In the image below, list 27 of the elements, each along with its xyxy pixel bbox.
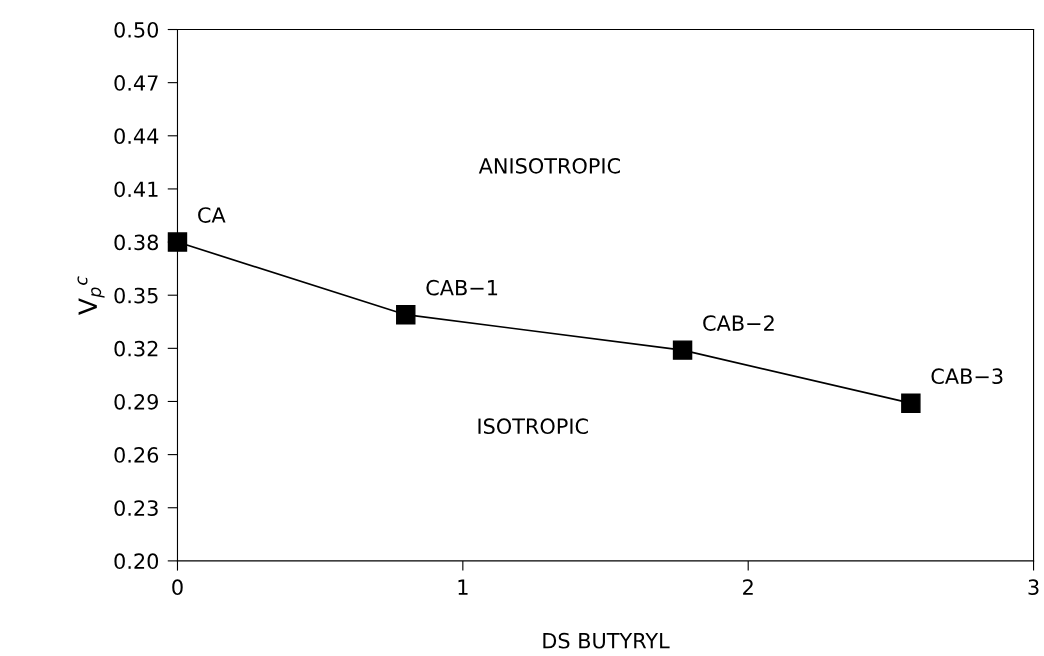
y-tick-label: 0.23 — [114, 500, 158, 516]
point — [396, 304, 416, 325]
y-tick-label: 0.32 — [114, 340, 158, 357]
point — [901, 393, 921, 413]
y-tick-label: 0.29 — [114, 393, 158, 410]
annotation: CAB−1 — [426, 279, 498, 296]
x-tick-label: 1 — [458, 579, 468, 595]
y-tick-label: 0.41 — [114, 181, 158, 198]
y-tick-label: 0.26 — [114, 447, 159, 463]
y-axis-title: V$_{p}$$^{c}$ — [77, 276, 105, 315]
point — [167, 232, 188, 252]
annotation: ISOTROPIC — [478, 418, 588, 435]
x-tick-label: 0 — [172, 579, 183, 596]
annotation: CAB−2 — [703, 315, 774, 331]
y-tick-label: 0.35 — [114, 287, 158, 304]
y-tick-label: 0.44 — [114, 128, 159, 144]
annotation: CAB−3 — [931, 368, 1003, 385]
annotation: ANISOTROPIC — [478, 157, 620, 174]
y-tick-label: 0.38 — [114, 234, 158, 251]
annotation: CA — [198, 207, 226, 223]
y-tick-label: 0.47 — [114, 75, 158, 91]
y-tick-label: 0.20 — [114, 553, 159, 570]
x-tick-label: 2 — [743, 579, 753, 595]
point — [672, 340, 693, 360]
x-tick-label: 3 — [1028, 579, 1039, 596]
y-tick-label: 0.50 — [114, 21, 159, 38]
x-axis-title: DS BUTYRYL — [543, 632, 670, 649]
